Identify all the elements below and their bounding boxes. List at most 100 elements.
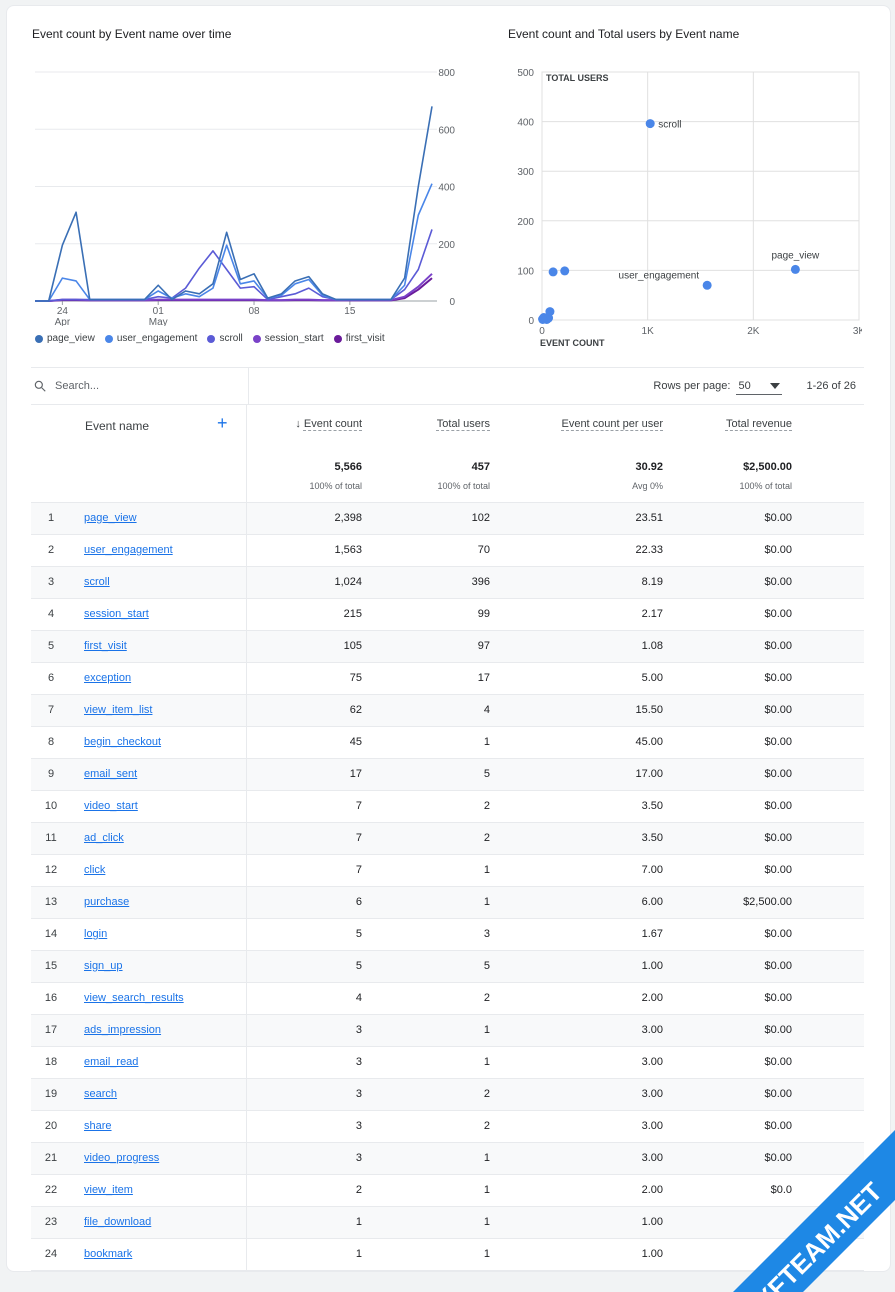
scatter-chart-title: Event count and Total users by Event nam…: [508, 27, 740, 41]
event-name-link[interactable]: view_item: [84, 1184, 133, 1196]
row-index: 7: [47, 704, 55, 716]
per-user-cell: 3.00: [641, 1056, 663, 1068]
legend-item-first_visit[interactable]: first_visit: [333, 333, 385, 344]
revenue-cell: $0.00: [764, 1088, 792, 1100]
event-count-cell: 45: [349, 736, 362, 748]
row-index: 9: [47, 768, 55, 780]
event-name-link[interactable]: search: [84, 1088, 118, 1100]
total-users-cell: 2: [483, 1088, 490, 1100]
rows-per-page-control: Rows per page: 50 1-26 of 26: [653, 368, 856, 404]
total-users-cell: 1: [483, 1152, 490, 1164]
event-count-cell: 2,398: [334, 512, 362, 524]
legend-item-page_view[interactable]: page_view: [35, 333, 95, 344]
table-body: 1 page_view 2,398 102 23.51 $0.00 2 user_engage…: [31, 503, 864, 1271]
add-dimension-icon[interactable]: +: [217, 413, 228, 433]
event-name-link[interactable]: first_visit: [84, 640, 127, 652]
event-name-link[interactable]: ads_impression: [84, 1024, 162, 1036]
row-dimension-cell: 5 first_visit: [31, 631, 247, 662]
event-name-link[interactable]: view_search_results: [84, 992, 184, 1004]
scatter-y-tick: 300: [517, 167, 534, 178]
row-index: 10: [44, 800, 58, 812]
rows-per-page-select[interactable]: 50: [736, 378, 783, 395]
revenue-cell: $0.00: [764, 1056, 792, 1068]
table-row: 9 email_sent 17 5 17.00 $0.00: [31, 759, 864, 791]
report-card: Event count by Event name over time 800 6…: [6, 5, 891, 1272]
row-dimension-cell: 13 purchase: [31, 887, 247, 918]
table-row: 22 view_item 2 1 2.00 $0.0: [31, 1175, 864, 1207]
row-index: 18: [44, 1056, 58, 1068]
scatter-label-page-view: page_view: [771, 250, 820, 261]
total-users-cell: 99: [477, 608, 490, 620]
event-name-link[interactable]: share: [84, 1120, 112, 1132]
event-name-link[interactable]: sign_up: [84, 960, 123, 972]
row-dimension-cell: 3 scroll: [31, 567, 247, 598]
event-name-link[interactable]: exception: [84, 672, 132, 684]
table-row: 8 begin_checkout 45 1 45.00 $0.00: [31, 727, 864, 759]
per-user-cell: 1.00: [641, 1216, 663, 1228]
table-row: 24 bookmark 1 1 1.00 J: [31, 1239, 864, 1271]
search-icon: [34, 380, 46, 392]
revenue-cell: $0.00: [764, 512, 792, 524]
legend-item-session_start[interactable]: session_start: [252, 333, 324, 344]
event-count-cell: 7: [355, 864, 362, 876]
event-name-link[interactable]: login: [84, 928, 108, 940]
total-users-header[interactable]: Total users: [436, 418, 490, 430]
line-x-tick-day: 08: [248, 306, 260, 317]
scatter-x-axis-title: EVENT COUNT: [540, 338, 605, 348]
event-name-link[interactable]: ad_click: [84, 832, 124, 844]
event-name-link[interactable]: email_read: [84, 1056, 139, 1068]
event-name-link[interactable]: click: [84, 864, 106, 876]
event-name-link[interactable]: begin_checkout: [84, 736, 162, 748]
event-name-link[interactable]: bookmark: [84, 1248, 133, 1260]
event-count-cell: 3: [355, 1024, 362, 1036]
event-name-link[interactable]: purchase: [84, 896, 130, 908]
table-row: 12 click 7 1 7.00 $0.00: [31, 855, 864, 887]
event-count-cell: 1,024: [334, 576, 362, 588]
revenue-cell: $0.00: [764, 992, 792, 1004]
event-name-link[interactable]: user_engagement: [84, 544, 173, 556]
table-row: 14 login 5 3 1.67 $0.00: [31, 919, 864, 951]
event-name-link[interactable]: video_progress: [84, 1152, 160, 1164]
total-revenue-header[interactable]: Total revenue: [725, 418, 792, 430]
scatter-y-tick: 200: [517, 217, 534, 228]
line-y-tick: 600: [438, 125, 455, 136]
event-name-link[interactable]: view_item_list: [84, 704, 153, 716]
revenue-share: 100% of total: [739, 481, 792, 491]
row-index: 21: [44, 1152, 58, 1164]
legend-item-scroll[interactable]: scroll: [207, 333, 243, 344]
row-index: 16: [44, 992, 58, 1004]
event-count-cell: 75: [349, 672, 362, 684]
legend-item-user_engagement[interactable]: user_engagement: [104, 333, 197, 344]
event-name-link[interactable]: email_sent: [84, 768, 138, 780]
pagination-text: 1-26 of 26: [806, 380, 856, 392]
row-dimension-cell: 14 login: [31, 919, 247, 950]
row-index: 3: [47, 576, 55, 588]
search-box[interactable]: Search...: [31, 368, 249, 404]
scatter-label-scroll: scroll: [658, 120, 681, 131]
revenue-cell: $0.00: [764, 800, 792, 812]
line-y-tick: 400: [438, 183, 455, 194]
total-users-cell: 1: [483, 1248, 490, 1260]
per-user-average: Avg 0%: [632, 481, 663, 491]
revenue-cell: $0.0: [770, 1184, 792, 1196]
row-index: 4: [47, 608, 55, 620]
scatter-x-tick: 2K: [747, 326, 760, 337]
event-name-link[interactable]: session_start: [84, 608, 149, 620]
row-index: 14: [44, 928, 58, 940]
event-name-link[interactable]: video_start: [84, 800, 138, 812]
event-count-per-user-header[interactable]: Event count per user: [561, 418, 663, 430]
row-index: 15: [44, 960, 58, 972]
event-name-link[interactable]: scroll: [84, 576, 110, 588]
rows-per-page-label: Rows per page:: [653, 380, 731, 392]
legend-label: scroll: [219, 333, 243, 344]
event-count-cell: 3: [355, 1120, 362, 1132]
search-input[interactable]: Search...: [55, 380, 100, 392]
event-name-link[interactable]: file_download: [84, 1216, 152, 1228]
per-user-cell: 8.19: [641, 576, 663, 588]
event-name-link[interactable]: page_view: [84, 512, 137, 524]
revenue-cell: $0.00: [764, 608, 792, 620]
event-count-header[interactable]: ↓ Event count: [295, 418, 362, 430]
event-count-cell: 2: [355, 1184, 362, 1196]
total-users-cell: 1: [483, 896, 490, 908]
table-row: 17 ads_impression 3 1 3.00 $0.00: [31, 1015, 864, 1047]
